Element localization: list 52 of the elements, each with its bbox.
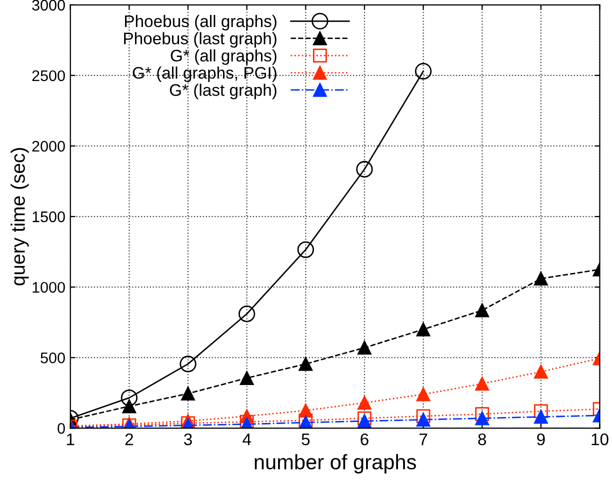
x-tick-label: 6 (360, 433, 368, 446)
point (534, 272, 548, 286)
y-tick-label: 1000 (32, 282, 65, 293)
point (358, 411, 372, 426)
point (181, 386, 195, 401)
point (416, 322, 430, 336)
y-tick-label: 1500 (32, 211, 65, 222)
point (475, 411, 490, 426)
legend-label: Phoebus (last graph) (124, 32, 276, 48)
y-tick-label: 2000 (32, 140, 65, 152)
y-tick-label: 2500 (32, 70, 65, 82)
x-tick-label: 5 (302, 434, 310, 446)
y-axis-title: query time (sec) (10, 148, 29, 286)
point (238, 306, 256, 322)
point (120, 389, 138, 406)
legend-label: G* (all graphs) (170, 49, 276, 65)
point (475, 407, 490, 421)
x-tick-label: 9 (537, 433, 545, 446)
point (298, 404, 313, 418)
x-tick-label: 10 (592, 433, 608, 446)
point (534, 404, 548, 418)
point (416, 409, 430, 424)
point (240, 371, 254, 386)
point (358, 396, 372, 410)
point (298, 416, 313, 428)
point (122, 399, 136, 414)
x-tick-label: 8 (478, 433, 486, 446)
x-tick-label: 3 (184, 433, 192, 446)
point (534, 364, 548, 379)
y-tick-label: 0 (58, 423, 65, 434)
point (358, 414, 372, 428)
point (475, 303, 490, 318)
x-tick-label: 4 (242, 434, 251, 446)
point (298, 357, 313, 371)
point (356, 160, 373, 178)
point (180, 356, 196, 372)
point (416, 387, 430, 402)
x-tick-label: 1 (67, 434, 74, 446)
point (358, 340, 372, 355)
x-tick-label: 7 (420, 434, 428, 446)
legend-label: Phoebus (all graphs) (125, 14, 276, 30)
legend-label: G* (all graphs, PGI) (132, 66, 276, 82)
point (414, 62, 432, 80)
y-tick-label: 3000 (32, 0, 65, 11)
point (534, 410, 548, 424)
point (416, 412, 430, 427)
legend-label: G* (last graph) (170, 84, 276, 100)
point (475, 376, 490, 391)
x-axis-title: number of graphs (254, 454, 416, 474)
point (297, 241, 314, 258)
y-tick-label: 500 (40, 352, 65, 364)
x-tick-label: 2 (125, 433, 133, 446)
